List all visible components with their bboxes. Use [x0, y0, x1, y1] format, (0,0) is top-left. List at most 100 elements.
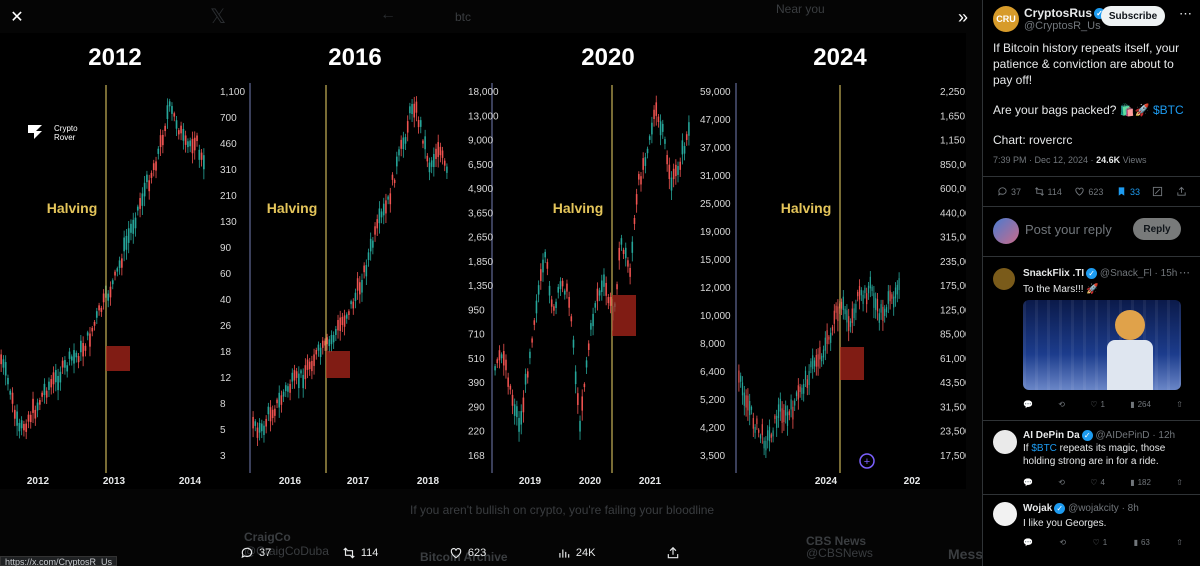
- candle-body: [363, 265, 365, 273]
- reply-2-reply-action[interactable]: 💬: [1023, 478, 1033, 487]
- candle-body: [389, 193, 392, 205]
- tweet-share-action[interactable]: [1176, 186, 1187, 197]
- reply-2-like-action[interactable]: ♡ 4: [1090, 478, 1105, 487]
- subscribe-button[interactable]: Subscribe: [1101, 6, 1165, 26]
- candle-body: [376, 219, 379, 229]
- candle-body: [644, 157, 647, 166]
- y-tick-label: 4,900: [468, 184, 493, 195]
- views-action[interactable]: 24K: [557, 546, 595, 560]
- reply-2-cashtag[interactable]: $BTC: [1031, 443, 1057, 454]
- halving-box: [612, 295, 636, 336]
- reply-2-name[interactable]: AI DePin Da: [1023, 430, 1080, 442]
- repost-action[interactable]: 114: [342, 546, 379, 560]
- author-info[interactable]: CryptosRus ✓ @CryptosR_Us: [1024, 6, 1106, 32]
- candle-body: [812, 355, 814, 369]
- candle-body: [810, 361, 812, 368]
- share-action[interactable]: [666, 546, 680, 560]
- tweet-line-3: Chart: rovercrc: [993, 133, 1073, 147]
- candle-body: [382, 203, 385, 216]
- candle-body: [173, 113, 176, 117]
- candle-body: [308, 361, 311, 370]
- repost-count: 114: [360, 547, 379, 559]
- candle-body: [387, 196, 389, 200]
- reply-1-views-count: 264: [1137, 400, 1151, 409]
- author-avatar[interactable]: CRU: [993, 6, 1019, 32]
- reply-1-time: · 15h: [1154, 268, 1178, 280]
- y-tick-label: 1,650,000: [940, 111, 966, 122]
- candle-body: [866, 293, 868, 305]
- reply-1-repost-action[interactable]: ⟲: [1058, 400, 1065, 409]
- reply-3-views-action[interactable]: ▮ 63: [1133, 538, 1150, 547]
- candle-body: [339, 317, 341, 331]
- share-icon: [667, 546, 679, 559]
- cashtag-link[interactable]: $BTC: [1152, 103, 1184, 117]
- candle-body: [265, 418, 267, 427]
- collapse-panel-button[interactable]: »: [948, 2, 978, 32]
- candle-body: [494, 366, 496, 371]
- tweet-like-action[interactable]: 623: [1074, 186, 1103, 197]
- reply-2-avatar[interactable]: [993, 430, 1017, 454]
- x-tick-label: 2014: [179, 476, 202, 487]
- y-tick-label: 12,000: [700, 283, 731, 294]
- candle-body: [54, 370, 57, 383]
- reply-1-name[interactable]: SnackFlix .TI: [1023, 268, 1085, 280]
- reply-2-views-action[interactable]: ▮ 182: [1130, 478, 1151, 487]
- candle-body: [155, 161, 157, 171]
- candle-body: [648, 136, 651, 140]
- tweet-reply-action[interactable]: 37: [997, 186, 1021, 197]
- reply-2-share-action[interactable]: ⇧: [1176, 478, 1183, 487]
- more-options-icon[interactable]: ⋯: [1179, 6, 1192, 21]
- like-action[interactable]: 623: [449, 546, 486, 560]
- reply-button[interactable]: Reply: [1133, 218, 1181, 240]
- reply-2-repost-action[interactable]: ⟲: [1058, 478, 1065, 487]
- candle-body: [171, 106, 173, 114]
- my-avatar[interactable]: [993, 218, 1019, 244]
- candle-body: [681, 140, 684, 155]
- reply-1-media[interactable]: [1023, 300, 1181, 390]
- chart-year-title: 2012: [88, 44, 141, 71]
- candle-body: [289, 383, 291, 393]
- reply-1-reply-action[interactable]: 💬: [1023, 400, 1033, 409]
- candle-body: [803, 383, 805, 394]
- candle-body: [263, 425, 265, 435]
- x-tick-label: 2019: [519, 476, 542, 487]
- candle-body: [550, 299, 553, 307]
- reply-1-like-action[interactable]: ♡ 1: [1090, 400, 1105, 409]
- reply-3-share-action[interactable]: ⇧: [1176, 538, 1183, 547]
- close-media-button[interactable]: ✕: [2, 2, 32, 32]
- candle-body: [776, 415, 778, 428]
- reply-3-reply-action[interactable]: 💬: [1023, 538, 1033, 547]
- candle-body: [830, 332, 832, 343]
- reply-1-share-action[interactable]: ⇧: [1176, 400, 1183, 409]
- watermark-text: Rover: [54, 133, 76, 142]
- y-tick-label: 26: [220, 321, 232, 332]
- tweet-bookmark-action[interactable]: 33: [1116, 186, 1140, 197]
- tweet-repost-action[interactable]: 114: [1034, 186, 1062, 197]
- candle-body: [761, 424, 763, 436]
- candle-body: [267, 406, 270, 415]
- reply-3-repost-action[interactable]: ⟲: [1059, 538, 1067, 547]
- more-options-icon[interactable]: ⋯: [1179, 267, 1190, 279]
- reply-1-views-action[interactable]: ▮ 264: [1130, 400, 1151, 409]
- candle-body: [50, 379, 53, 388]
- reply-action[interactable]: 37: [240, 546, 271, 560]
- tweet-time[interactable]: 7:39 PM · Dec 12, 2024 ·: [993, 155, 1097, 165]
- y-tick-label: 31,500: [940, 402, 966, 413]
- candle-body: [70, 356, 73, 361]
- candle-body: [415, 101, 418, 113]
- reply-3-like-action[interactable]: ♡ 1: [1092, 538, 1108, 547]
- candle-body: [175, 120, 178, 129]
- candle-body: [326, 337, 328, 345]
- candle-body: [7, 377, 9, 385]
- candle-body: [0, 354, 2, 365]
- candle-body: [531, 338, 533, 343]
- candle-body: [767, 430, 769, 441]
- reply-3-avatar[interactable]: [993, 502, 1017, 526]
- candle-body: [783, 410, 785, 422]
- candle-body: [9, 390, 12, 395]
- candle-body: [409, 106, 411, 114]
- tweet-edit-action[interactable]: [1152, 186, 1163, 197]
- reply-1-avatar[interactable]: [993, 268, 1015, 290]
- reply-input[interactable]: Post your reply: [1025, 222, 1112, 237]
- reply-3-name[interactable]: Wojak: [1023, 503, 1053, 515]
